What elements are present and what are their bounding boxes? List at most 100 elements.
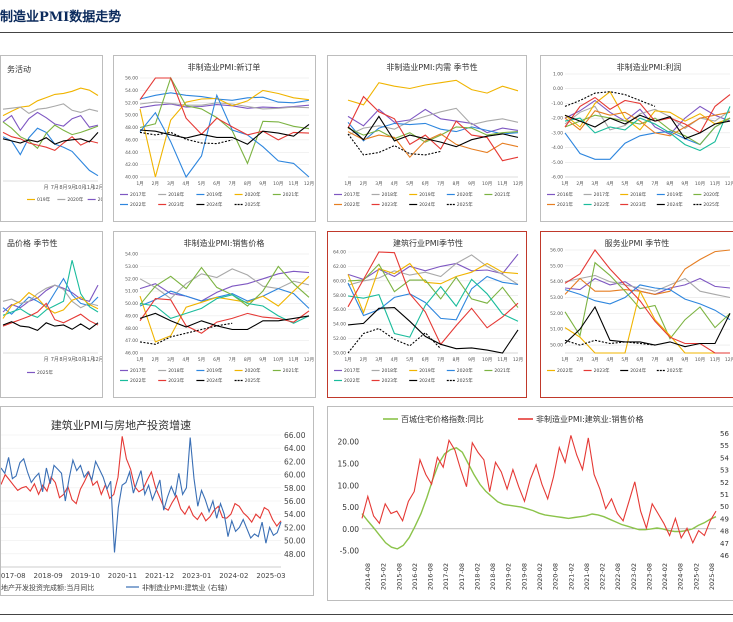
legend-label: 2024年 [419, 201, 435, 208]
y-tick-label: 42.00 [125, 162, 138, 168]
y-tick-label: 5.00 [342, 503, 359, 512]
legend-label: 2025年 [703, 201, 719, 208]
x-tick-label: 7月 [51, 357, 59, 363]
legend-label: 2025年 [37, 369, 53, 376]
y-tick-label: 64.00 [284, 444, 306, 453]
y-tick-label: 51.00 [125, 289, 138, 295]
y2-tick-label: 46 [720, 552, 729, 560]
chart-panel-construction-pmi: 建筑行业PMI季节性 50.00 52.00 54.00 56.00 58.00 60.00… [327, 231, 527, 398]
legend-label: 2018年 [168, 191, 184, 198]
y-tick-label: 54.00 [125, 252, 138, 258]
series-line [564, 91, 656, 107]
x-tick-label: 2018-02 [473, 563, 481, 590]
x-tick-label: 5月 [621, 181, 628, 187]
y-tick-label: -5.00 [340, 547, 360, 556]
x-tick-label: 8月 [244, 357, 251, 363]
legend-label: 2022年 [344, 201, 360, 208]
x-tick-label: 3月 [167, 357, 174, 363]
x-tick-label: 12月 [92, 357, 102, 363]
chart-title: 非制造业PMI:利润 [617, 62, 682, 72]
legend-label: 2017年 [130, 191, 146, 198]
x-tick-label: 2月 [576, 181, 583, 187]
legend-label: 2025年 [667, 367, 683, 374]
x-tick-label: 5月 [621, 357, 628, 363]
series-line [347, 262, 519, 315]
y-tick-label: 40.00 [125, 175, 138, 181]
y-tick-label: 62.00 [284, 457, 306, 466]
x-tick-label: 2024-08 [677, 563, 685, 590]
chart-svg-c2: 非制造业PMI:新订单 40.00 42.00 44.00 46.00 48.00 50.0… [120, 62, 314, 208]
legend-label: 2022年 [130, 377, 146, 384]
x-tick-label: 7月 [228, 181, 235, 187]
page-title: 制造业PMI数据走势 [0, 10, 122, 25]
series-line [2, 277, 99, 315]
x-tick-label: 2015-08 [395, 563, 403, 590]
series-line [2, 132, 99, 145]
legend-label: 2020年 [703, 191, 719, 198]
series-line [564, 249, 730, 354]
x-tick-label: 11月 [289, 181, 299, 187]
series-line [139, 275, 310, 343]
x-tick-label: 1月 [561, 181, 568, 187]
x-tick-label: 2018-09 [34, 572, 63, 580]
legend-label: 地产开发投资完成额:当月同比 [1, 583, 94, 592]
x-tick-label: 2025-08 [708, 563, 716, 590]
x-tick-label: 2017-08 [458, 563, 466, 590]
y-tick-label: 54.00 [125, 88, 138, 94]
series-line [139, 294, 310, 324]
legend-label: 2020年 [245, 367, 261, 374]
x-tick-label: 4月 [606, 357, 613, 363]
legend-label: 2019年 [206, 367, 222, 374]
y2-tick-label: 56 [720, 430, 729, 438]
legend-label: 2023年 [168, 377, 184, 384]
legend-label: 2018年 [630, 191, 646, 198]
x-tick-label: 6月 [213, 181, 220, 187]
x-tick-label: 5月 [406, 181, 413, 187]
x-tick-label: 2020-02 [536, 563, 544, 590]
y-tick-label: 48.00 [125, 125, 138, 131]
x-tick-label: 3月 [591, 357, 598, 363]
legend-label: 2020年 [67, 196, 83, 203]
x-tick-label: 8月 [452, 181, 459, 187]
y-tick-label: 50.00 [550, 343, 563, 349]
series-line [564, 339, 656, 346]
chart-panel-sales-price: 非制造业PMI:销售价格 46.00 47.00 48.00 49.00 50.00 51.… [113, 231, 316, 398]
legend-label: 2022年 [594, 201, 610, 208]
legend-label: 2018年 [168, 367, 184, 374]
legend-label: 2025年 [245, 377, 261, 384]
chart-svg-c8: 服务业PMI 季节性 50.00 51.00 52.00 53.00 54.00 55.00… [547, 238, 733, 374]
series-line [139, 93, 310, 179]
y-tick-label: 66.00 [284, 431, 306, 440]
y2-tick-label: 49 [720, 515, 729, 523]
legend-label: 非制造业PMI:建筑业 (右轴) [142, 583, 228, 592]
chart-panel-new-orders: 非制造业PMI:新订单 40.00 42.00 44.00 46.00 48.00 50.0… [113, 55, 316, 222]
x-tick-label: 2024-02 [661, 563, 669, 590]
x-tick-label: 3月 [375, 181, 382, 187]
x-tick-label: 2016-02 [411, 563, 419, 590]
legend-label: 2024年 [667, 201, 683, 208]
x-tick-label: 11月 [710, 357, 720, 363]
y-tick-label: 56.00 [284, 497, 306, 506]
series-line [564, 94, 731, 134]
legend-label: 2024年 [206, 201, 222, 208]
x-tick-label: 12月 [92, 185, 102, 191]
x-tick-label: 5月 [198, 181, 205, 187]
x-tick-label: 3月 [167, 181, 174, 187]
series-line [564, 305, 731, 348]
chart-title: 建筑业PMI与房地产投资增速 [51, 418, 191, 432]
x-tick-label: 2019-02 [505, 563, 513, 590]
x-tick-label: 2017-02 [442, 563, 450, 590]
legend-label: 2020年 [457, 191, 473, 198]
legend-label: 2021年 [283, 367, 299, 374]
legend-label: 2021年 [557, 201, 573, 208]
legend-label: 2017年 [594, 191, 610, 198]
x-tick-label: 11月 [710, 181, 720, 187]
y2-tick-label: 54 [720, 454, 729, 462]
chart-svg-c10: -5.00 0.00 5.00 10.00 15.00 20.00 46 47 48 49 50 51… [338, 414, 730, 590]
x-tick-label: 10月 [695, 181, 705, 187]
legend-label: 2017年 [344, 191, 360, 198]
y-tick-label: 52.00 [333, 336, 346, 342]
chart-svg-c9: 建筑业PMI与房地产投资增速 48.00 50.00 52.00 54.00 56.00 5… [1, 418, 306, 592]
chart-svg-c7: 建筑行业PMI季节性 50.00 52.00 54.00 56.00 58.00 60.00… [333, 238, 523, 384]
series-line [347, 278, 519, 338]
